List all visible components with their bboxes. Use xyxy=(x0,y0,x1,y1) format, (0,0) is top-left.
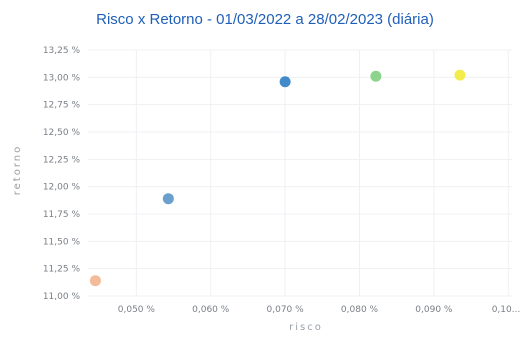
y-tick-label: 11,25 % xyxy=(43,265,81,275)
scatter-point[interactable] xyxy=(162,193,174,205)
y-axis-ticks: 11,00 % 11,25 % 11,50 % 11,75 % 12,00 % 12,25… xyxy=(43,46,81,302)
chart-title: Risco x Retorno - 01/03/2022 a 28/02/202… xyxy=(96,11,434,28)
y-tick-label: 12,75 % xyxy=(43,101,81,111)
x-axis-ticks: 0,050 % 0,060 % 0,070 % 0,080 % 0,090 % 0,10.… xyxy=(118,305,521,315)
x-tick-label: 0,10... xyxy=(492,305,521,315)
y-tick-label: 13,25 % xyxy=(43,46,81,56)
y-tick-label: 11,50 % xyxy=(43,237,81,247)
scatter-point[interactable] xyxy=(370,70,382,82)
y-tick-label: 12,50 % xyxy=(43,128,81,138)
grid xyxy=(88,49,512,297)
scatter-point[interactable] xyxy=(454,69,466,81)
x-tick-label: 0,070 % xyxy=(267,305,305,315)
x-tick-label: 0,090 % xyxy=(415,305,453,315)
y-tick-label: 11,75 % xyxy=(43,210,81,220)
y-tick-label: 12,00 % xyxy=(43,183,81,193)
scatter-point[interactable] xyxy=(89,275,101,287)
y-tick-label: 12,25 % xyxy=(43,155,81,165)
x-tick-label: 0,080 % xyxy=(341,305,379,315)
y-axis-label: retorno xyxy=(12,145,23,195)
data-points xyxy=(89,69,466,287)
y-tick-label: 11,00 % xyxy=(43,292,81,302)
x-tick-label: 0,060 % xyxy=(192,305,230,315)
x-axis-label: risco xyxy=(289,322,323,333)
x-tick-label: 0,050 % xyxy=(118,305,156,315)
y-tick-label: 13,00 % xyxy=(43,73,81,83)
scatter-point[interactable] xyxy=(279,76,291,88)
